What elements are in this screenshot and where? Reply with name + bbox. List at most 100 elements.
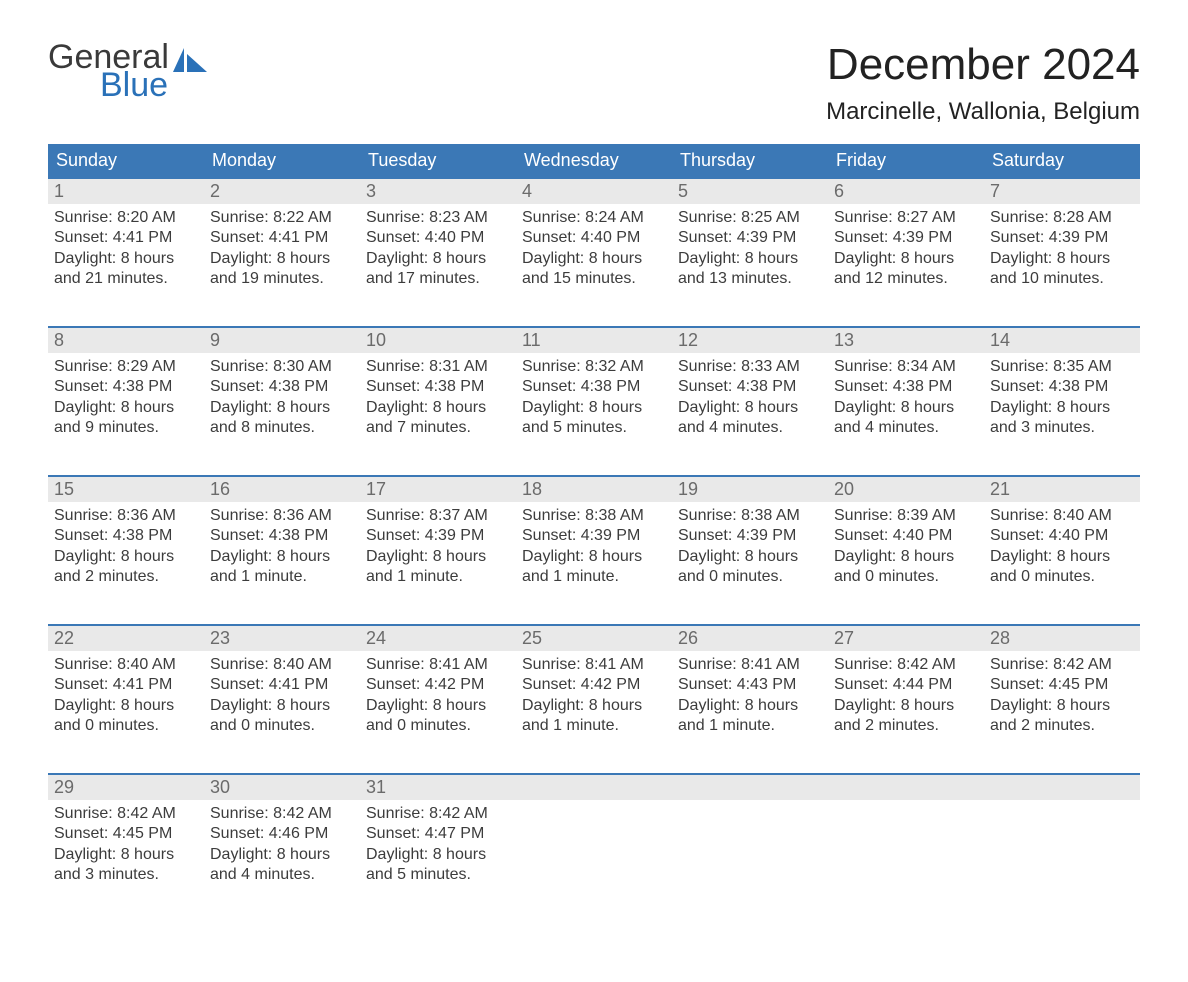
day-number: 4 (516, 177, 672, 204)
day-body: Sunrise: 8:22 AMSunset: 4:41 PMDaylight:… (204, 204, 360, 326)
day-sunrise: Sunrise: 8:34 AM (834, 357, 978, 377)
day-number: 21 (984, 475, 1140, 502)
calendar-day-cell (828, 773, 984, 922)
day-sunset: Sunset: 4:38 PM (366, 377, 510, 397)
day-sunrise: Sunrise: 8:29 AM (54, 357, 198, 377)
day-sunset: Sunset: 4:38 PM (210, 526, 354, 546)
day-body: Sunrise: 8:27 AMSunset: 4:39 PMDaylight:… (828, 204, 984, 326)
day-body: Sunrise: 8:42 AMSunset: 4:47 PMDaylight:… (360, 800, 516, 922)
day-daylight2: and 0 minutes. (54, 716, 198, 736)
day-sunset: Sunset: 4:38 PM (54, 377, 198, 397)
day-sunset: Sunset: 4:38 PM (834, 377, 978, 397)
day-sunset: Sunset: 4:47 PM (366, 824, 510, 844)
day-daylight2: and 10 minutes. (990, 269, 1134, 289)
day-daylight2: and 15 minutes. (522, 269, 666, 289)
day-number: 13 (828, 326, 984, 353)
day-daylight2: and 1 minute. (522, 567, 666, 587)
day-number: 3 (360, 177, 516, 204)
calendar-day-cell: 13 Sunrise: 8:34 AMSunset: 4:38 PMDayligh… (828, 326, 984, 475)
day-daylight2: and 4 minutes. (678, 418, 822, 438)
day-sunrise: Sunrise: 8:33 AM (678, 357, 822, 377)
weekday-header: Wednesday (516, 144, 672, 177)
calendar-day-cell: 14Sunrise: 8:35 AMSunset: 4:38 PMDayligh… (984, 326, 1140, 475)
day-sunrise: Sunrise: 8:41 AM (366, 655, 510, 675)
day-number: 12 (672, 326, 828, 353)
calendar-day-cell: 27Sunrise: 8:42 AMSunset: 4:44 PMDayligh… (828, 624, 984, 773)
day-sunset: Sunset: 4:42 PM (522, 675, 666, 695)
day-body: Sunrise: 8:41 AMSunset: 4:43 PMDaylight:… (672, 651, 828, 773)
calendar-day-cell (672, 773, 828, 922)
day-sunset: Sunset: 4:39 PM (990, 228, 1134, 248)
day-daylight2: and 4 minutes. (210, 865, 354, 885)
weekday-header: Thursday (672, 144, 828, 177)
calendar-week-row: 22Sunrise: 8:40 AMSunset: 4:41 PMDayligh… (48, 624, 1140, 773)
day-body: Sunrise: 8:29 AMSunset: 4:38 PMDaylight:… (48, 353, 204, 475)
day-number-empty (828, 773, 984, 800)
day-sunset: Sunset: 4:38 PM (522, 377, 666, 397)
day-number: 31 (360, 773, 516, 800)
calendar-table: Sunday Monday Tuesday Wednesday Thursday… (48, 144, 1140, 922)
page-header: General Blue December 2024 Marcinelle, W… (48, 40, 1140, 126)
day-sunset: Sunset: 4:45 PM (990, 675, 1134, 695)
day-daylight2: and 5 minutes. (366, 865, 510, 885)
day-sunset: Sunset: 4:39 PM (522, 526, 666, 546)
day-body: Sunrise: 8:42 AMSunset: 4:46 PMDaylight:… (204, 800, 360, 922)
day-body-empty (672, 800, 828, 922)
day-sunset: Sunset: 4:42 PM (366, 675, 510, 695)
title-block: December 2024 Marcinelle, Wallonia, Belg… (826, 40, 1140, 126)
day-body: Sunrise: 8:39 AMSunset: 4:40 PMDaylight:… (828, 502, 984, 624)
day-number: 2 (204, 177, 360, 204)
day-sunrise: Sunrise: 8:39 AM (834, 506, 978, 526)
day-body: Sunrise: 8:35 AMSunset: 4:38 PMDaylight:… (984, 353, 1140, 475)
day-sunrise: Sunrise: 8:25 AM (678, 208, 822, 228)
day-number: 9 (204, 326, 360, 353)
calendar-day-cell: 5Sunrise: 8:25 AMSunset: 4:39 PMDaylight… (672, 177, 828, 326)
day-sunrise: Sunrise: 8:20 AM (54, 208, 198, 228)
day-body: Sunrise: 8:28 AMSunset: 4:39 PMDaylight:… (984, 204, 1140, 326)
day-daylight1: Daylight: 8 hours (678, 696, 822, 716)
day-sunrise: Sunrise: 8:42 AM (366, 804, 510, 824)
day-daylight2: and 0 minutes. (366, 716, 510, 736)
day-sunrise: Sunrise: 8:41 AM (678, 655, 822, 675)
day-sunset: Sunset: 4:41 PM (210, 675, 354, 695)
day-number: 6 (828, 177, 984, 204)
day-daylight1: Daylight: 8 hours (990, 398, 1134, 418)
day-body: Sunrise: 8:40 AMSunset: 4:40 PMDaylight:… (984, 502, 1140, 624)
day-body: Sunrise: 8:41 AMSunset: 4:42 PMDaylight:… (516, 651, 672, 773)
day-number: 24 (360, 624, 516, 651)
day-sunrise: Sunrise: 8:36 AM (210, 506, 354, 526)
day-body: Sunrise: 8:41 AMSunset: 4:42 PMDaylight:… (360, 651, 516, 773)
day-body: Sunrise: 8:24 AMSunset: 4:40 PMDaylight:… (516, 204, 672, 326)
weekday-header: Saturday (984, 144, 1140, 177)
day-daylight1: Daylight: 8 hours (210, 845, 354, 865)
calendar-day-cell: 28Sunrise: 8:42 AMSunset: 4:45 PMDayligh… (984, 624, 1140, 773)
day-sunrise: Sunrise: 8:35 AM (990, 357, 1134, 377)
calendar-day-cell: 19Sunrise: 8:38 AMSunset: 4:39 PMDayligh… (672, 475, 828, 624)
day-sunset: Sunset: 4:40 PM (522, 228, 666, 248)
day-sunrise: Sunrise: 8:42 AM (834, 655, 978, 675)
day-body: Sunrise: 8:33 AMSunset: 4:38 PMDaylight:… (672, 353, 828, 475)
day-sunrise: Sunrise: 8:30 AM (210, 357, 354, 377)
calendar-day-cell: 18Sunrise: 8:38 AMSunset: 4:39 PMDayligh… (516, 475, 672, 624)
day-daylight1: Daylight: 8 hours (834, 398, 978, 418)
day-daylight1: Daylight: 8 hours (366, 249, 510, 269)
day-number: 5 (672, 177, 828, 204)
calendar-week-row: 15Sunrise: 8:36 AMSunset: 4:38 PMDayligh… (48, 475, 1140, 624)
day-daylight1: Daylight: 8 hours (834, 249, 978, 269)
day-sunset: Sunset: 4:39 PM (678, 228, 822, 248)
calendar-day-cell: 16Sunrise: 8:36 AMSunset: 4:38 PMDayligh… (204, 475, 360, 624)
day-sunset: Sunset: 4:41 PM (54, 675, 198, 695)
calendar-day-cell: 17Sunrise: 8:37 AMSunset: 4:39 PMDayligh… (360, 475, 516, 624)
title-location: Marcinelle, Wallonia, Belgium (826, 98, 1140, 126)
day-daylight1: Daylight: 8 hours (54, 845, 198, 865)
day-daylight1: Daylight: 8 hours (522, 547, 666, 567)
day-number: 22 (48, 624, 204, 651)
day-sunrise: Sunrise: 8:31 AM (366, 357, 510, 377)
day-daylight1: Daylight: 8 hours (522, 696, 666, 716)
calendar-page: General Blue December 2024 Marcinelle, W… (0, 0, 1188, 982)
day-sunrise: Sunrise: 8:40 AM (990, 506, 1134, 526)
weekday-header: Tuesday (360, 144, 516, 177)
title-month: December 2024 (826, 40, 1140, 90)
day-daylight1: Daylight: 8 hours (522, 398, 666, 418)
calendar-day-cell: 30Sunrise: 8:42 AMSunset: 4:46 PMDayligh… (204, 773, 360, 922)
